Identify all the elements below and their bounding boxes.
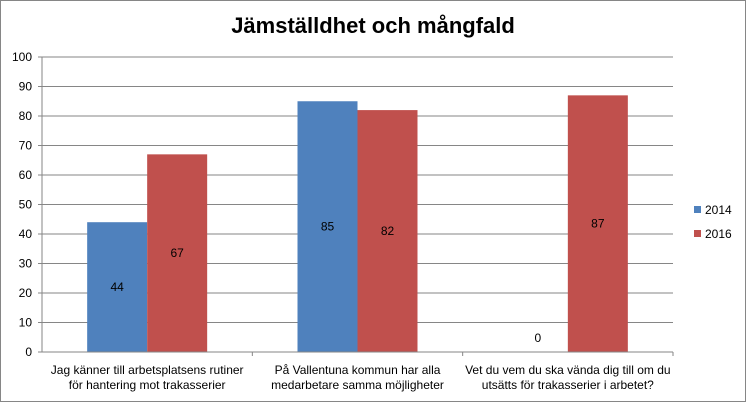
bars	[87, 95, 628, 352]
legend-swatch-2014	[694, 206, 701, 213]
y-tick-label: 100	[12, 50, 32, 64]
category-label: för hantering mot trakasserier	[69, 378, 226, 392]
bar-2014-0	[87, 222, 148, 352]
data-label: 67	[170, 246, 184, 260]
bar-2016-2	[567, 95, 628, 352]
legend: 2014 2016	[694, 203, 732, 241]
data-label: 87	[591, 217, 605, 231]
data-label: 85	[321, 220, 335, 234]
y-tick-label: 30	[19, 257, 33, 271]
y-tick-label: 20	[19, 286, 33, 300]
data-label: 44	[110, 280, 124, 294]
data-label: 0	[534, 331, 541, 345]
y-tick-label: 60	[19, 168, 33, 182]
legend-label-2016: 2016	[705, 227, 732, 241]
y-tick-label: 10	[19, 316, 33, 330]
bar-2016-1	[357, 110, 418, 352]
y-tick-label: 50	[19, 198, 33, 212]
bar-2016-0	[147, 154, 208, 352]
category-labels: Jag känner till arbetsplatsens rutinerfö…	[51, 363, 671, 392]
category-label: utsätts för trakasserier i arbetet?	[482, 378, 654, 392]
y-tick-label: 0	[25, 345, 32, 359]
y-tick-label: 90	[19, 80, 33, 94]
category-label: Vet du vem du ska vända dig till om du	[465, 363, 670, 377]
category-label: Jag känner till arbetsplatsens rutiner	[51, 363, 244, 377]
data-labels: 44 67 85 82 0 87	[110, 217, 604, 345]
legend-swatch-2016	[694, 230, 701, 237]
y-tick-label: 40	[19, 227, 33, 241]
y-axis-ticks: 0 10 20 30 40 50 60 70 80 90 100	[12, 50, 42, 359]
bar-2014-1	[297, 101, 358, 352]
category-label: På Vallentuna kommun har alla	[275, 363, 441, 377]
data-label: 82	[381, 224, 395, 238]
legend-label-2014: 2014	[705, 203, 732, 217]
category-label: medarbetare samma möjligheter	[271, 378, 444, 392]
chart-title: Jämställdhet och mångfald	[231, 13, 515, 38]
y-tick-label: 80	[19, 109, 33, 123]
axes	[41, 57, 674, 356]
y-tick-label: 70	[19, 139, 33, 153]
